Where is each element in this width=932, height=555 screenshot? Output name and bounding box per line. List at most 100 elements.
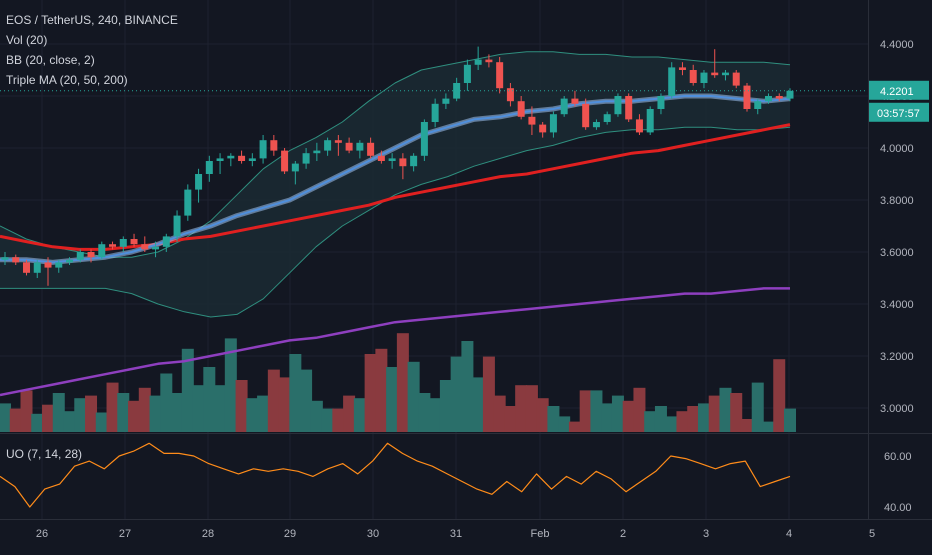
volume-bar	[740, 419, 753, 432]
candle-body	[603, 114, 611, 122]
volume-bar	[418, 393, 431, 432]
volume-bar	[784, 408, 796, 432]
triple-ma-legend: Triple MA (20, 50, 200)	[6, 73, 128, 87]
volume-bar	[547, 406, 560, 432]
countdown-value: 03:57:57	[877, 108, 920, 120]
price-tick-label: 4.0000	[880, 143, 914, 155]
volume-bar	[364, 354, 377, 432]
volume-bar	[719, 387, 732, 432]
time-tick-label: 27	[119, 528, 131, 540]
symbol-title: EOS / TetherUS, 240, BINANCE	[6, 13, 178, 27]
volume-bar	[321, 408, 334, 432]
volume-bar	[74, 398, 87, 432]
volume-bar	[644, 411, 657, 432]
volume-bar	[429, 398, 442, 432]
candle-body	[496, 62, 504, 89]
candle-body	[313, 150, 321, 154]
candle-body	[463, 64, 471, 83]
volume-bar	[504, 406, 517, 432]
candle-body	[635, 119, 643, 133]
candle-body	[23, 262, 31, 273]
candle-body	[33, 262, 41, 273]
volume-bar	[407, 361, 420, 432]
volume-bar	[332, 408, 345, 432]
price-tick-label: 3.8000	[880, 195, 914, 207]
volume-bar	[353, 398, 366, 432]
volume-bar	[138, 387, 151, 432]
volume-bar	[214, 385, 227, 432]
countdown-tag	[869, 102, 929, 122]
volume-bar	[676, 411, 689, 432]
candle-body	[711, 72, 719, 76]
candle-body	[141, 244, 149, 250]
candle-body	[12, 257, 20, 263]
volume-bar	[525, 385, 538, 432]
uo-line	[0, 442, 791, 508]
candle-body	[614, 96, 622, 115]
time-tick-label: 30	[367, 528, 379, 540]
volume-bar	[0, 403, 11, 432]
candle-body	[775, 96, 783, 99]
volume-bar	[482, 356, 495, 432]
candle-body	[431, 103, 439, 122]
volume-bar	[192, 385, 205, 432]
volume-bar	[310, 400, 323, 432]
candle-body	[345, 142, 353, 151]
volume-bar	[697, 403, 710, 432]
volume-bar	[773, 359, 786, 432]
candle-body	[410, 155, 418, 167]
candle-body	[625, 96, 633, 120]
volume-bar	[493, 395, 506, 432]
volume-bar	[708, 395, 721, 432]
time-tick-label: 4	[786, 528, 792, 540]
volume-bar	[730, 393, 743, 432]
candle-body	[173, 215, 181, 237]
candle-body	[539, 124, 547, 133]
candle-body	[754, 101, 762, 109]
volume-bar	[762, 421, 775, 432]
volume-bar	[687, 406, 700, 432]
volume-legend: Vol (20)	[6, 33, 48, 47]
volume-bar	[375, 348, 388, 432]
volume-bar	[472, 377, 485, 432]
candle-body	[334, 140, 342, 143]
volume-bar	[343, 395, 356, 432]
volume-bar	[278, 377, 291, 432]
candle-body	[549, 114, 557, 133]
candle-body	[388, 158, 396, 161]
volume-bar	[633, 387, 646, 432]
candle-body	[485, 59, 493, 63]
volume-bar	[601, 403, 614, 432]
uo-tick-label: 40.00	[884, 502, 912, 514]
last-price-value: 4.2201	[880, 86, 914, 98]
time-tick-label: 26	[36, 528, 48, 540]
candle-body	[700, 72, 708, 83]
volume-bar	[106, 382, 119, 432]
candle-body	[259, 140, 267, 159]
ma200-line	[0, 287, 790, 397]
candle-body	[1, 257, 9, 260]
candle-body	[732, 72, 740, 86]
candle-body	[227, 155, 235, 159]
candle-body	[786, 90, 794, 99]
volume-bar	[160, 373, 173, 432]
bollinger-upper-line	[0, 51, 791, 258]
volume-bar	[171, 393, 184, 432]
price-tick-label: 4.4000	[880, 39, 914, 51]
volume-bar	[590, 390, 603, 432]
volume-bar	[85, 395, 98, 432]
price-tick-label: 3.0000	[880, 403, 914, 415]
candle-body	[721, 72, 729, 76]
candle-body	[689, 70, 697, 83]
candle-body	[399, 158, 407, 167]
candle-body	[291, 163, 299, 172]
bollinger-lower-line	[0, 126, 791, 318]
volume-bar	[579, 390, 592, 432]
volume-bar	[300, 369, 313, 432]
volume-bar	[246, 398, 259, 432]
volume-bar	[289, 354, 302, 432]
volume-bar	[9, 408, 22, 432]
candle-body	[55, 262, 63, 268]
